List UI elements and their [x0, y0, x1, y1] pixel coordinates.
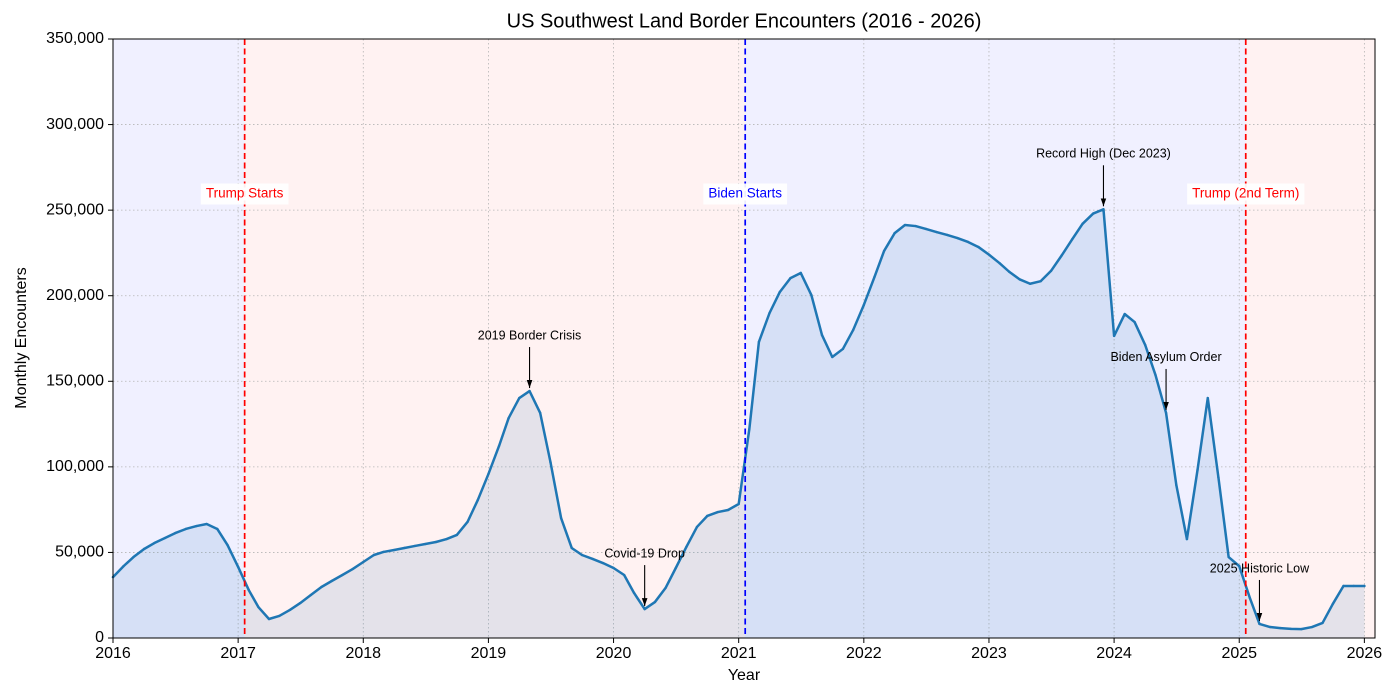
- x-tick-label: 2017: [220, 645, 256, 662]
- event-label-box: [703, 183, 788, 205]
- event-label-box: [1187, 183, 1305, 205]
- event-label: Biden Starts: [708, 186, 782, 201]
- period-shading: [244, 39, 746, 638]
- event-label: Trump (2nd Term): [1192, 186, 1299, 201]
- area-fill: [113, 209, 1365, 639]
- series-line: [111, 208, 1366, 631]
- axes-frame-layer: [112, 38, 1376, 639]
- event-label-box: [200, 183, 289, 205]
- annotation-text: Record High (Dec 2023): [1036, 147, 1171, 161]
- series-line-layer: [111, 208, 1366, 631]
- x-axis-label: Year: [728, 667, 761, 684]
- y-tick-label: 250,000: [46, 201, 104, 218]
- x-tick-label: 2018: [345, 645, 381, 662]
- y-tick-label: 150,000: [46, 373, 104, 390]
- period-shading: [745, 39, 1246, 638]
- area-layer: [113, 209, 1365, 639]
- annotation-text: 2019 Border Crisis: [478, 328, 582, 342]
- event-lines-layer: Trump Starts Biden Starts Trump (2nd Term): [200, 39, 1305, 638]
- period-shading: [1245, 39, 1375, 638]
- y-axis-label: Monthly Encounters: [13, 267, 30, 408]
- period-shading-layer: [113, 39, 1375, 638]
- event-label: Trump Starts: [206, 186, 284, 201]
- y-tick-label: 200,000: [46, 287, 104, 304]
- x-tick-label: 2016: [95, 645, 131, 662]
- annotation-text: Covid-19 Drop: [604, 546, 685, 560]
- x-tick-label: 2026: [1347, 645, 1383, 662]
- x-tick-label: 2022: [846, 645, 882, 662]
- y-tick-label: 50,000: [55, 544, 104, 561]
- y-tick-label: 100,000: [46, 458, 104, 475]
- ticks-layer: 2016 2017 2018 2019 2020 2021 2022 2023 2024 2025…: [46, 30, 1382, 662]
- x-tick-label: 2025: [1221, 645, 1257, 662]
- y-tick-label: 300,000: [46, 116, 104, 133]
- y-tick-label: 0: [95, 629, 104, 646]
- chart-title: US Southwest Land Border Encounters (201…: [507, 10, 982, 32]
- x-tick-label: 2019: [471, 645, 507, 662]
- axes-frame: [112, 38, 1376, 639]
- x-tick-label: 2024: [1096, 645, 1132, 662]
- annotation-text: 2025 Historic Low: [1210, 561, 1310, 575]
- x-tick-label: 2020: [596, 645, 632, 662]
- annotations-layer: 2019 Border Crisis Covid-19 Drop Record Hi…: [478, 147, 1310, 621]
- x-tick-label: 2023: [971, 645, 1007, 662]
- x-tick-label: 2021: [721, 645, 757, 662]
- y-tick-label: 350,000: [46, 30, 104, 47]
- annotation-text: Biden Asylum Order: [1110, 350, 1221, 364]
